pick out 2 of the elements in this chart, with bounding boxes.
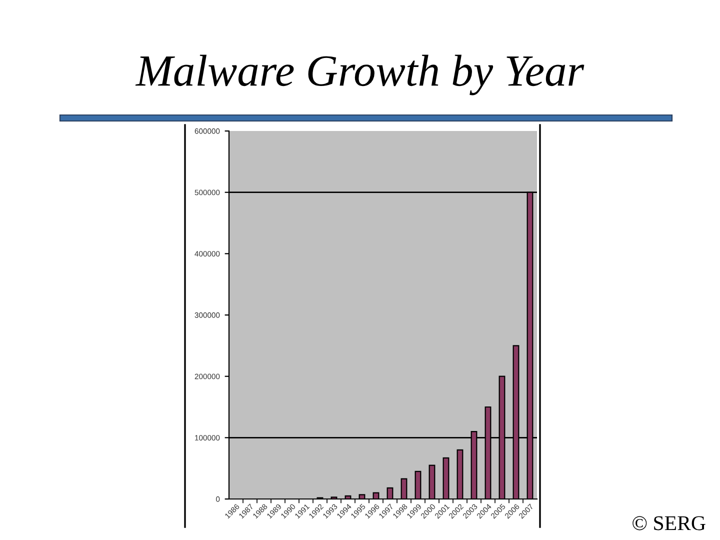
- text: © SERG: [632, 516, 706, 530]
- chart-title: Malware Growth by Year: [135, 54, 584, 96]
